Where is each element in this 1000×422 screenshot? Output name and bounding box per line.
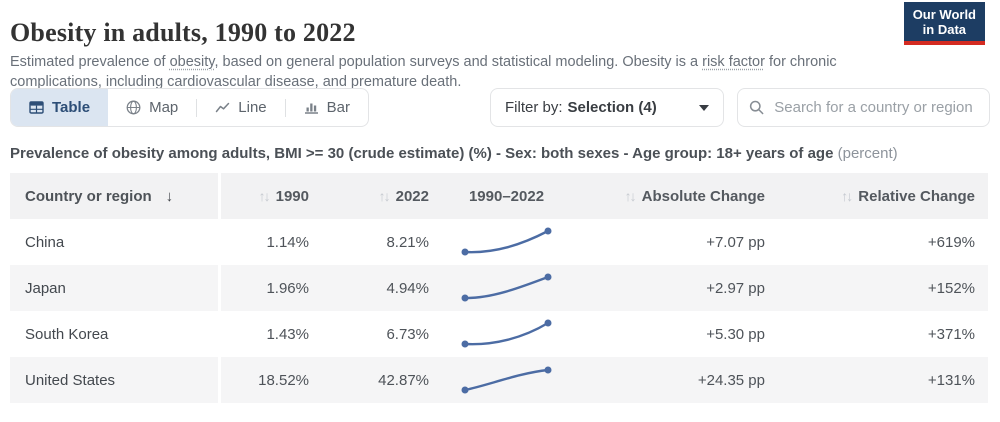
column-header-relative-change[interactable]: ↑↓ Relative Change: [775, 188, 988, 205]
tab-line[interactable]: Line: [197, 89, 284, 126]
value-2022-cell: 8.21%: [386, 233, 429, 251]
column-header-country[interactable]: Country or region ↓: [10, 173, 218, 219]
country-cell: United States: [10, 357, 218, 403]
table-row: United States 18.52% 42.87% +24.35 pp +1…: [10, 357, 988, 403]
absolute-change-cell: +5.30 pp: [706, 325, 765, 343]
tab-divider: [284, 98, 286, 117]
value-1990-cell: 1.14%: [266, 233, 309, 251]
owid-logo-line1: Our World: [912, 7, 976, 22]
column-header-2022[interactable]: ↑↓ 2022: [319, 188, 439, 205]
column-header-label: 1990: [275, 187, 309, 205]
value-1990-cell: 1.43%: [266, 325, 309, 343]
column-header-absolute-change[interactable]: ↑↓ Absolute Change: [574, 188, 775, 205]
tab-bar-label: Bar: [326, 99, 350, 116]
value-1990-cell: 1.96%: [266, 279, 309, 297]
column-header-trend: 1990–2022: [439, 188, 574, 205]
absolute-change-cell: +2.97 pp: [706, 279, 765, 297]
table-icon: [29, 101, 44, 114]
column-header-label: 1990–2022: [468, 187, 545, 205]
table-row: China 1.14% 8.21% +7.07 pp +619%: [10, 219, 988, 265]
subtitle-term-obesity[interactable]: obesity: [169, 53, 215, 70]
bar-chart-icon: [304, 103, 318, 114]
owid-logo[interactable]: Our World in Data: [903, 2, 985, 45]
column-header-1990[interactable]: ↑↓ 1990: [221, 188, 319, 205]
sort-icon: ↑↓: [258, 187, 271, 204]
table-body: China 1.14% 8.21% +7.07 pp +619% Japan 1…: [10, 219, 988, 403]
absolute-change-cell: +24.35 pp: [697, 371, 765, 389]
table-row: Japan 1.96% 4.94% +2.97 pp +152%: [10, 265, 988, 311]
globe-icon: [126, 100, 141, 115]
search-icon: [749, 100, 764, 115]
tab-map-label: Map: [149, 99, 179, 116]
column-header-label: Relative Change: [858, 187, 975, 205]
page-title: Obesity in adults, 1990 to 2022: [10, 18, 356, 48]
subtitle-text: , based on general population surveys an…: [214, 53, 703, 70]
tab-table[interactable]: Table: [11, 89, 109, 126]
filter-dropdown[interactable]: Filter by: Selection (4): [490, 88, 724, 127]
column-header-label: Absolute Change: [641, 187, 765, 205]
tab-map[interactable]: Map: [108, 89, 196, 126]
sparkline-chart: [461, 319, 552, 348]
view-tab-group: Table Map Line Bar: [10, 88, 369, 127]
table-caption-text: Prevalence of obesity among adults, BMI …: [10, 145, 834, 162]
value-2022-cell: 6.73%: [386, 325, 429, 343]
subtitle-term-risk-factor[interactable]: risk factor: [702, 53, 765, 70]
sparkline-chart: [461, 366, 552, 394]
data-table: Country or region ↓ ↑↓ 1990 ↑↓ 2022 1990–2…: [10, 173, 988, 403]
table-header-row: Country or region ↓ ↑↓ 1990 ↑↓ 2022 1990–2…: [10, 173, 988, 219]
value-2022-cell: 42.87%: [378, 371, 429, 389]
tab-line-label: Line: [238, 99, 267, 116]
country-cell: Japan: [10, 265, 218, 311]
value-1990-cell: 18.52%: [258, 371, 309, 389]
sort-icon: ↑↓: [378, 187, 391, 204]
relative-change-cell: +371%: [927, 325, 975, 343]
caret-down-icon: [699, 104, 709, 111]
filter-label: Filter by:: [505, 99, 563, 116]
country-cell: South Korea: [25, 325, 109, 343]
right-controls: Filter by: Selection (4): [490, 88, 990, 127]
sort-descending-icon: ↓: [165, 187, 174, 205]
country-cell: China: [25, 233, 65, 251]
relative-change-cell: +619%: [927, 233, 975, 251]
subtitle-text: Estimated prevalence of: [10, 53, 170, 70]
tab-bar[interactable]: Bar: [286, 89, 368, 126]
table-row: South Korea 1.43% 6.73% +5.30 pp +371%: [10, 311, 988, 357]
relative-change-cell: +152%: [927, 279, 975, 297]
table-caption-unit: (percent): [837, 145, 898, 162]
controls-bar: Table Map Line Bar: [10, 88, 990, 127]
absolute-change-cell: +7.07 pp: [706, 233, 765, 251]
relative-change-cell: +131%: [927, 371, 975, 389]
tab-divider: [196, 98, 198, 117]
search-input[interactable]: [772, 98, 978, 117]
sort-icon: ↑↓: [841, 187, 853, 204]
owid-logo-line2: in Data: [922, 22, 967, 37]
sort-icon: ↑↓: [624, 187, 637, 204]
column-header-label: 2022: [395, 187, 429, 205]
line-chart-icon: [216, 102, 230, 113]
table-caption: Prevalence of obesity among adults, BMI …: [10, 145, 898, 162]
tab-table-label: Table: [52, 99, 91, 116]
subtitle-text: for chronic complications, including car…: [10, 53, 837, 90]
filter-value: Selection (4): [567, 99, 657, 116]
value-2022-cell: 4.94%: [386, 279, 429, 297]
sparkline-chart: [461, 273, 552, 302]
column-header-label: Country or region: [25, 187, 152, 205]
sparkline-chart: [461, 227, 552, 256]
page-subtitle: Estimated prevalence of obesity, based o…: [10, 52, 862, 92]
search-box: [737, 88, 990, 127]
